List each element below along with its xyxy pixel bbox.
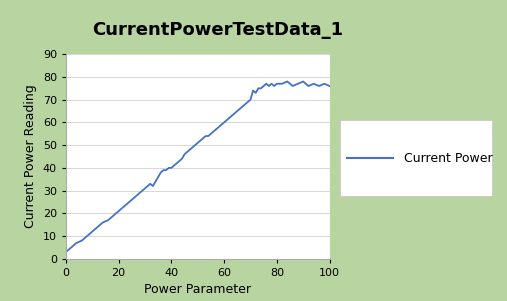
Current Power — [210, 130, 216, 133]
Current Power — [187, 148, 193, 151]
X-axis label: Power Parameter: Power Parameter — [144, 284, 251, 296]
Current Power — [63, 250, 69, 254]
Text: Current Power: Current Power — [404, 151, 492, 165]
Current Power — [139, 189, 146, 192]
Text: CurrentPowerTestData_1: CurrentPowerTestData_1 — [92, 21, 344, 39]
Current Power — [166, 166, 172, 170]
Y-axis label: Current Power Reading: Current Power Reading — [24, 85, 37, 228]
Current Power — [327, 84, 333, 88]
Line: Current Power: Current Power — [66, 82, 330, 252]
Current Power — [168, 166, 174, 170]
Current Power — [182, 152, 188, 156]
Current Power — [284, 80, 291, 83]
